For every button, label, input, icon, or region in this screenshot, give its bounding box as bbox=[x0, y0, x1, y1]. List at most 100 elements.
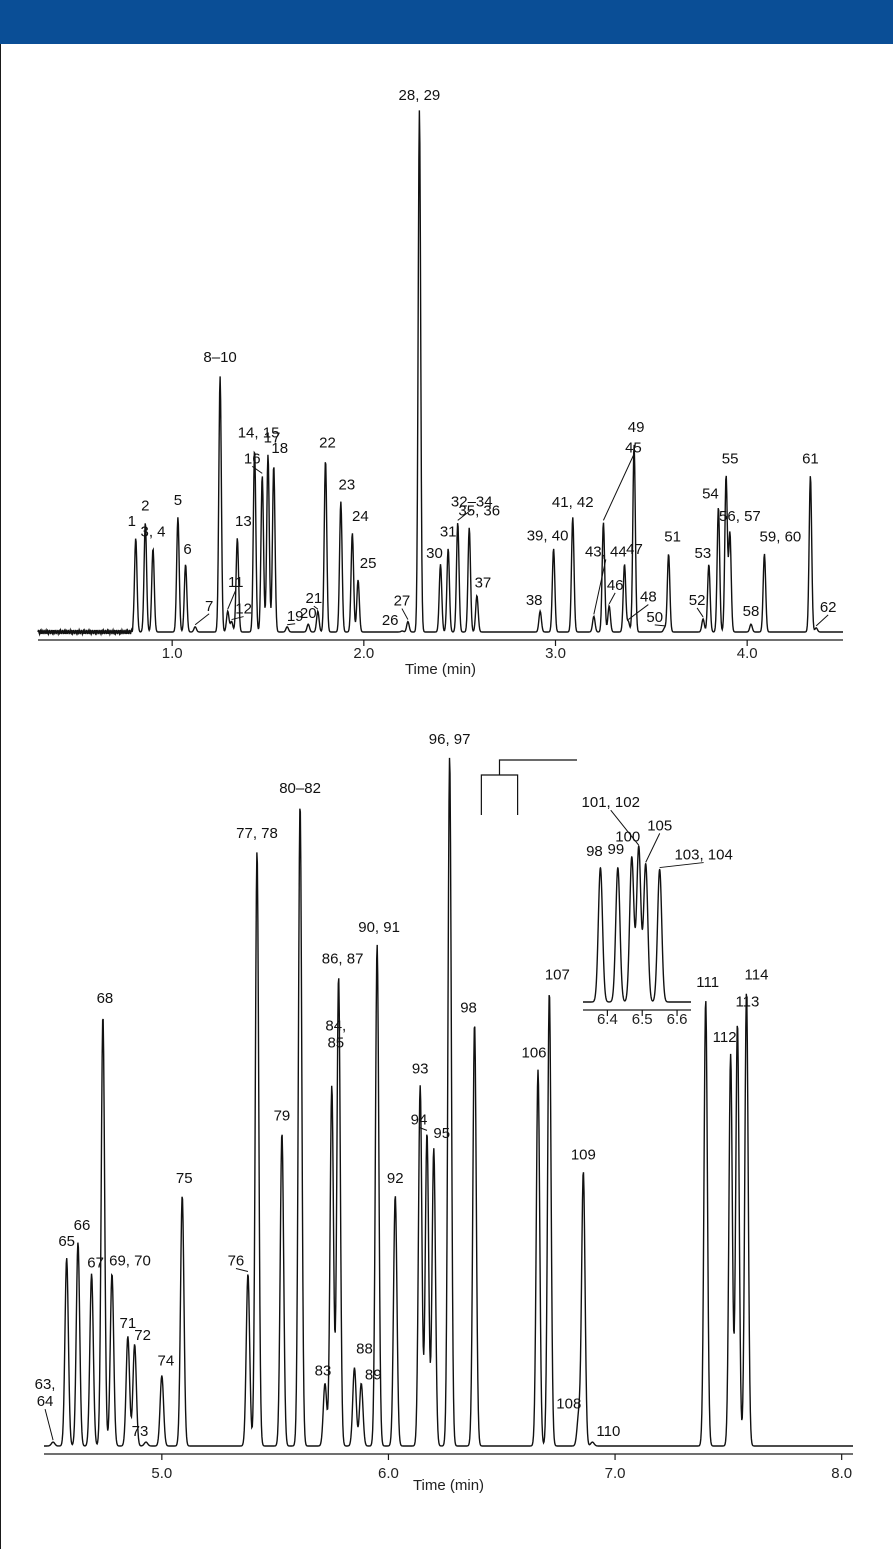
peak-label: 53 bbox=[694, 545, 711, 562]
peak-label: 28, 29 bbox=[399, 87, 441, 104]
x-tick-label: 6.4 bbox=[597, 1011, 618, 1028]
peak-label: 18 bbox=[271, 440, 288, 457]
x-tick-label: 7.0 bbox=[605, 1465, 626, 1482]
peak-label: 43, 44 bbox=[585, 543, 627, 560]
peak-label: 52 bbox=[689, 592, 706, 609]
peak-label: 95 bbox=[433, 1125, 450, 1142]
peak-label: 7 bbox=[205, 598, 213, 615]
peak-leader bbox=[401, 608, 409, 620]
peak-label: 96, 97 bbox=[429, 731, 471, 748]
peak-label: 32–34 bbox=[451, 493, 493, 510]
x-tick-label: 2.0 bbox=[353, 645, 374, 662]
peak-label-line: 2 bbox=[141, 497, 149, 514]
peak-label: 23 bbox=[338, 477, 355, 494]
peak-leader bbox=[231, 616, 244, 621]
peak-label-line: 92 bbox=[387, 1170, 404, 1187]
figure-frame bbox=[0, 44, 893, 1549]
x-tick-label: 5.0 bbox=[151, 1465, 172, 1482]
peak-label-line: 113 bbox=[735, 994, 759, 1011]
peak-label-line: 76 bbox=[228, 1253, 245, 1270]
peak-label: 98 bbox=[460, 1000, 477, 1017]
peak-label: 65 bbox=[58, 1233, 75, 1250]
peak-label-line: 106 bbox=[521, 1045, 546, 1062]
peak-leader bbox=[593, 559, 607, 615]
peak-label: 47 bbox=[626, 541, 643, 558]
peak-label-line: 111 bbox=[696, 974, 719, 991]
peak-label-line: 68 bbox=[97, 990, 114, 1007]
peak-label: 103, 104 bbox=[674, 847, 732, 864]
peak-label: 108 bbox=[556, 1396, 581, 1413]
peak-label-line: 7 bbox=[205, 598, 213, 615]
peak-label: 101, 102 bbox=[582, 794, 640, 811]
peak-leader bbox=[227, 589, 237, 610]
peak-label-line: 98 bbox=[460, 1000, 477, 1017]
peak-label: 14, 15 bbox=[238, 424, 280, 441]
peak-label: 6 bbox=[183, 541, 191, 558]
chromatogram-trace bbox=[583, 845, 691, 1003]
peak-label-line: 94 bbox=[411, 1111, 428, 1128]
peak-label-line: 88 bbox=[356, 1341, 373, 1358]
peak-label: 67 bbox=[87, 1255, 104, 1272]
peak-label: 54 bbox=[702, 486, 719, 503]
peak-label-line: 67 bbox=[87, 1255, 104, 1272]
peak-label: 13 bbox=[235, 513, 252, 530]
peak-label-line: 25 bbox=[360, 555, 377, 572]
x-axis-title: Time (min) bbox=[413, 1477, 484, 1494]
peak-label-line: 20 bbox=[300, 605, 317, 622]
peak-label-line: 38 bbox=[526, 592, 543, 609]
peak-label: 109 bbox=[571, 1147, 596, 1164]
peak-label: 77, 78 bbox=[236, 825, 278, 842]
peak-leader bbox=[696, 607, 704, 618]
peak-label-line: 46 bbox=[607, 577, 624, 594]
peak-label: 92 bbox=[387, 1170, 404, 1187]
peak-label: 88 bbox=[356, 1341, 373, 1358]
peak-label: 114 bbox=[745, 966, 769, 983]
peak-leader bbox=[645, 833, 661, 863]
peak-label: 107 bbox=[545, 966, 570, 983]
peak-label-line: 3, 4 bbox=[140, 523, 165, 540]
peak-label-line: 79 bbox=[274, 1107, 291, 1124]
peak-label: 62 bbox=[820, 599, 837, 616]
peak-label: 55 bbox=[722, 450, 739, 467]
peak-label: 1 bbox=[128, 513, 136, 530]
peak-label-line: 101, 102 bbox=[582, 794, 640, 811]
peak-label-line: 13 bbox=[235, 513, 252, 530]
peak-leader bbox=[313, 605, 319, 610]
peak-label-line: 41, 42 bbox=[552, 494, 594, 511]
peak-label: 31 bbox=[440, 523, 457, 540]
peak-label: 76 bbox=[228, 1253, 245, 1270]
peak-leader bbox=[602, 455, 634, 521]
peak-label-line: 27 bbox=[394, 593, 411, 610]
x-tick-label: 4.0 bbox=[737, 645, 758, 662]
peak-label: 37 bbox=[475, 574, 492, 591]
peak-label: 66 bbox=[74, 1217, 91, 1234]
peak-leader bbox=[457, 508, 473, 521]
peak-leader bbox=[44, 1408, 54, 1441]
peak-label: 22 bbox=[319, 435, 336, 452]
peak-label: 71 bbox=[120, 1315, 137, 1332]
peak-label: 12 bbox=[235, 601, 252, 618]
peak-label-line: 24 bbox=[352, 508, 369, 525]
peak-label: 105 bbox=[647, 817, 672, 834]
peak-label-line: 74 bbox=[157, 1352, 174, 1369]
peak-label-line: 80–82 bbox=[279, 780, 321, 797]
peak-label-line: 32–34 bbox=[451, 493, 493, 510]
peak-label-line: 16 bbox=[244, 450, 261, 467]
peak-label-line: 12 bbox=[235, 601, 252, 618]
peak-label-line: 96, 97 bbox=[429, 731, 471, 748]
peak-label-line: 53 bbox=[694, 545, 711, 562]
peak-label: 48 bbox=[640, 589, 657, 606]
peak-label: 110 bbox=[596, 1423, 620, 1440]
peak-label: 21 bbox=[305, 590, 322, 607]
peak-label-line: 31 bbox=[440, 523, 457, 540]
peak-label: 73 bbox=[132, 1423, 149, 1440]
x-axis-title: Time (min) bbox=[405, 661, 476, 678]
peak-label-line: 1 bbox=[128, 513, 136, 530]
x-tick-label: 1.0 bbox=[162, 645, 183, 662]
peak-label: 26 bbox=[382, 612, 399, 629]
peak-label-line: 77, 78 bbox=[236, 825, 278, 842]
peak-label-line: 72 bbox=[134, 1327, 151, 1344]
